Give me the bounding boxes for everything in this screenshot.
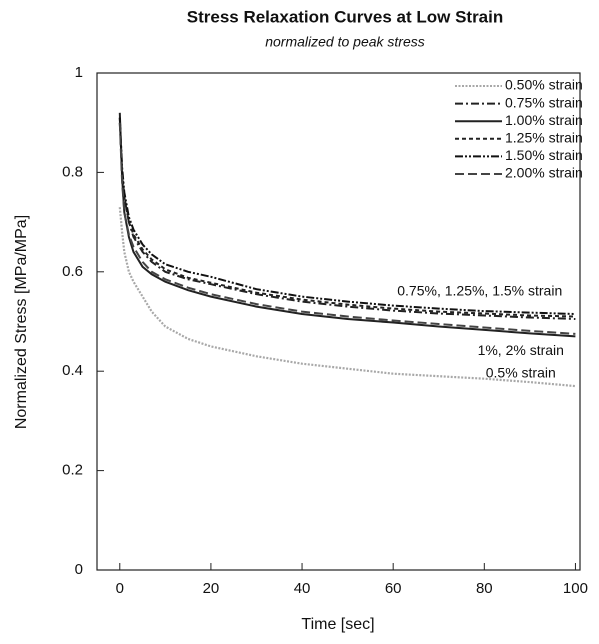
legend-label: 1.50% strain	[505, 147, 583, 163]
x-tick-label: 40	[294, 580, 311, 597]
x-axis-label: Time [sec]	[301, 616, 374, 633]
legend-label: 1.00% strain	[505, 112, 583, 128]
x-tick-label: 20	[203, 580, 220, 597]
series-line	[118, 117, 576, 318]
x-tick-label: 60	[385, 580, 402, 597]
chart-subtitle: normalized to peak stress	[265, 34, 425, 50]
legend-label: 2.00% strain	[505, 165, 583, 181]
y-tick-label: 0	[75, 561, 83, 578]
legend-label: 0.75% strain	[505, 94, 583, 110]
y-tick-label: 0.2	[62, 462, 83, 479]
x-tick-label: 0	[116, 580, 124, 597]
annotation: 0.75%, 1.25%, 1.5% strain	[397, 282, 562, 298]
y-tick-label: 1	[75, 64, 83, 81]
y-tick-label: 0.6	[62, 263, 83, 280]
y-tick-label: 0.8	[62, 163, 83, 180]
y-tick-label: 0.4	[62, 362, 83, 379]
series-line	[118, 122, 576, 320]
x-tick-label: 80	[476, 580, 493, 597]
annotation: 1%, 2% strain	[478, 342, 564, 358]
plot-frame	[96, 72, 581, 571]
annotation: 0.5% strain	[486, 364, 556, 380]
legend-label: 0.50% strain	[505, 77, 583, 93]
y-axis-label: Normalized Stress [MPa/MPa]	[13, 215, 30, 429]
x-tick-label: 100	[563, 580, 588, 597]
series-line	[118, 117, 576, 315]
series-line	[118, 207, 576, 388]
legend-label: 1.25% strain	[505, 130, 583, 146]
series-line	[118, 122, 576, 335]
chart-title: Stress Relaxation Curves at Low Strain	[187, 7, 504, 26]
